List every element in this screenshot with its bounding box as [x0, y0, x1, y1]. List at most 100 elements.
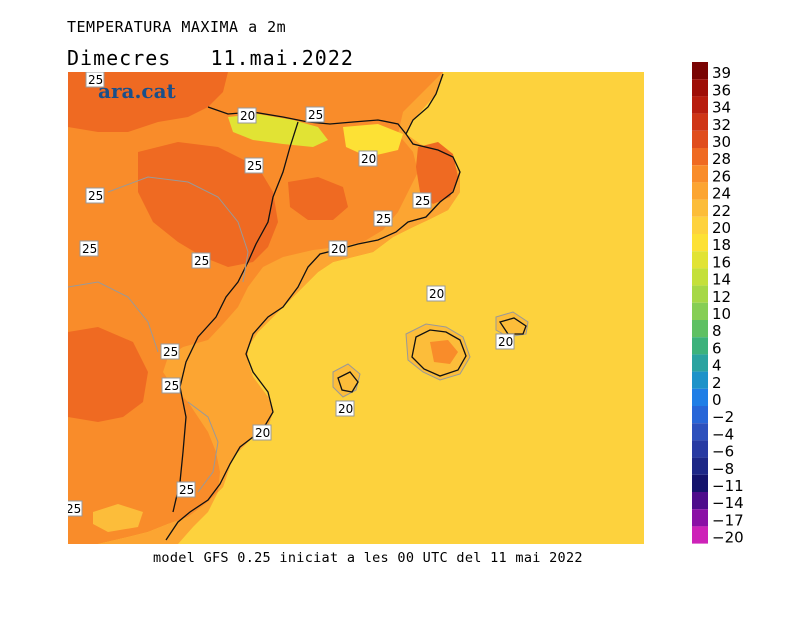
svg-text:25: 25	[179, 483, 194, 497]
svg-text:20: 20	[240, 109, 255, 123]
svg-text:20: 20	[255, 426, 270, 440]
legend-label: −4	[712, 425, 734, 443]
contour-label: 25	[85, 72, 105, 88]
legend-swatch	[692, 371, 708, 389]
contour-label: 25	[160, 343, 180, 360]
svg-text:20: 20	[429, 287, 444, 301]
contour-label: 20	[495, 333, 515, 350]
legend-swatch	[692, 234, 708, 252]
svg-text:25: 25	[88, 73, 103, 87]
cool-spot-west	[93, 504, 143, 532]
legend-swatch	[692, 79, 708, 97]
legend-swatch	[692, 251, 708, 269]
hot-zone-east	[416, 142, 458, 204]
svg-text:25: 25	[376, 212, 391, 226]
legend-swatch	[692, 337, 708, 355]
contour-label: 25	[373, 210, 393, 227]
legend-label: 39	[712, 64, 731, 82]
legend-label: 2	[712, 374, 722, 392]
svg-text:25: 25	[415, 194, 430, 208]
legend-label: 16	[712, 253, 731, 271]
chart-title: TEMPERATURA MAXIMA a 2m	[67, 18, 287, 36]
legend-swatch	[692, 474, 708, 492]
legend-swatch	[692, 492, 708, 510]
legend-swatch	[692, 423, 708, 441]
hot-zone-southwest	[68, 327, 148, 422]
legend-swatch	[692, 130, 708, 148]
legend-label: 6	[712, 339, 722, 357]
island-menorca	[495, 311, 529, 338]
border-catalonia-aragon	[247, 121, 299, 263]
svg-text:25: 25	[164, 379, 179, 393]
date-subtitle: Dimecres 11.mai.2022	[67, 46, 354, 70]
svg-text:25: 25	[163, 345, 178, 359]
legend-label: 8	[712, 322, 722, 340]
border-valencia	[172, 261, 249, 513]
hot-zone-north	[68, 72, 228, 132]
legend-swatch	[692, 457, 708, 475]
legend-label: 4	[712, 357, 722, 375]
legend-label: −14	[712, 494, 744, 512]
legend-label: 0	[712, 391, 722, 409]
legend-label: 26	[712, 167, 731, 185]
legend-label: −20	[712, 529, 744, 547]
contour-label: 25	[176, 481, 196, 498]
legend-swatch	[692, 216, 708, 234]
coastline-mallorca	[411, 329, 467, 377]
legend-label: 10	[712, 305, 731, 323]
legend-label: 36	[712, 81, 731, 99]
legend-label: 30	[712, 133, 731, 151]
legend-label: 32	[712, 116, 731, 134]
legend-swatch	[692, 354, 708, 372]
legend-swatch	[692, 388, 708, 406]
legend-label: 28	[712, 150, 731, 168]
cool-spot-pyrenees-2	[343, 124, 403, 157]
contour-label: 25	[85, 187, 105, 204]
svg-text:25: 25	[68, 502, 81, 516]
legend-swatch	[692, 268, 708, 286]
legend-label: 12	[712, 288, 731, 306]
legend-label: −17	[712, 511, 744, 529]
legend-swatch	[692, 165, 708, 183]
contour-label: 25	[191, 252, 211, 269]
legend-swatch	[692, 199, 708, 217]
contour-label: 25	[305, 106, 325, 123]
svg-text:25: 25	[88, 189, 103, 203]
legend-swatch	[692, 406, 708, 424]
legend-swatch	[692, 320, 708, 338]
legend-label: −6	[712, 443, 734, 461]
land-band-22	[98, 72, 460, 544]
contour-label: 25	[244, 157, 264, 174]
ara-cat-logo: ara.cat	[98, 79, 177, 103]
legend-label: 18	[712, 236, 731, 254]
coastline-menorca	[498, 317, 527, 335]
coastline	[165, 73, 461, 541]
svg-text:20: 20	[498, 335, 513, 349]
legend-swatch	[692, 440, 708, 458]
contour-label: 20	[426, 285, 446, 302]
legend-swatch	[692, 302, 708, 320]
svg-text:25: 25	[82, 242, 97, 256]
legend-label: −2	[712, 408, 734, 426]
legend-label: 22	[712, 202, 731, 220]
contour-label: 20	[328, 240, 348, 257]
contour-label: 20	[335, 400, 355, 417]
island-mallorca-core	[430, 340, 458, 364]
legend-label: −11	[712, 477, 744, 495]
contour-line	[107, 176, 249, 283]
contour-line	[68, 281, 159, 353]
legend-swatch	[692, 509, 708, 527]
svg-text:20: 20	[361, 152, 376, 166]
contour-label: 20	[252, 424, 272, 441]
legend-label: 34	[712, 99, 731, 117]
legend-swatch	[692, 113, 708, 131]
legend-label: 14	[712, 271, 731, 289]
legend-swatch	[692, 182, 708, 200]
svg-text:25: 25	[194, 254, 209, 268]
legend-swatch	[692, 285, 708, 303]
legend-label: 24	[712, 185, 731, 203]
svg-text:25: 25	[247, 159, 262, 173]
svg-text:20: 20	[331, 242, 346, 256]
legend-swatch	[692, 96, 708, 114]
coastline-ibiza	[337, 371, 359, 393]
